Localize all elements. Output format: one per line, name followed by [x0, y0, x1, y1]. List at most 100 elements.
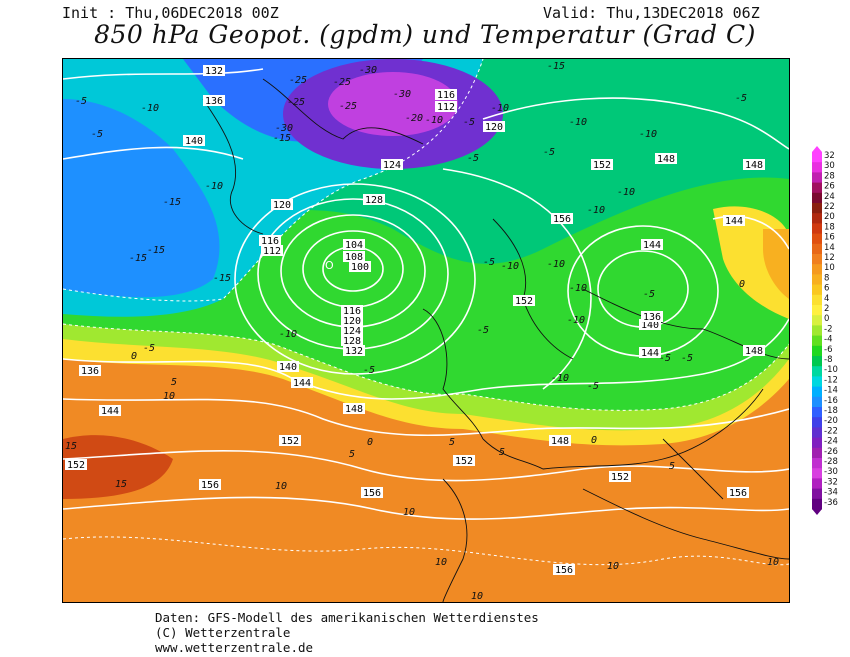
height-label: 116: [435, 89, 457, 101]
svg-text:144: 144: [641, 348, 659, 359]
colorbar-swatch: [812, 305, 822, 316]
colorbar-swatch: [812, 172, 822, 184]
height-label: 124: [381, 159, 403, 171]
temp-label: 5: [349, 449, 355, 460]
colorbar-swatch: [812, 345, 822, 357]
height-label: 144: [723, 215, 745, 227]
colorbar-swatch: [812, 437, 822, 449]
height-label: 124: [341, 325, 363, 337]
svg-text:136: 136: [81, 366, 99, 377]
height-label: 156: [551, 213, 573, 225]
height-label: 108: [343, 251, 365, 263]
svg-text:156: 156: [553, 214, 571, 225]
colorbar-label: 2: [824, 304, 829, 314]
temp-label: -5: [587, 381, 599, 392]
svg-text:140: 140: [185, 136, 203, 147]
svg-text:116: 116: [261, 236, 279, 247]
colorbar-swatch: [812, 264, 822, 275]
colorbar-swatch: [812, 203, 822, 214]
svg-text:152: 152: [67, 460, 85, 471]
svg-text:140: 140: [641, 320, 659, 331]
svg-text:148: 148: [657, 154, 675, 165]
svg-text:132: 132: [205, 66, 223, 77]
height-label: 156: [361, 487, 383, 499]
svg-text:120: 120: [273, 200, 291, 211]
temp-label: -25: [287, 97, 305, 108]
colorbar-label: -18: [824, 406, 838, 416]
svg-text:152: 152: [515, 296, 533, 307]
svg-text:136: 136: [643, 312, 661, 323]
colorbar-label: 30: [824, 161, 835, 171]
colorbar-bottom-arrow: [812, 509, 822, 515]
temp-label: 10: [435, 557, 447, 568]
colorbar-label: -14: [824, 386, 838, 396]
height-label: 152: [65, 459, 87, 471]
colorbar-label: -2: [824, 324, 832, 334]
svg-text:112: 112: [437, 102, 455, 113]
temp-label: -10: [639, 129, 657, 140]
colorbar-label: 8: [824, 273, 829, 283]
svg-text:152: 152: [455, 456, 473, 467]
colorbar-label: -36: [824, 498, 838, 508]
low-center-marker: O: [325, 259, 334, 272]
colorbar-label: -30: [824, 467, 838, 477]
svg-text:156: 156: [201, 480, 219, 491]
temp-label: -10: [425, 115, 443, 126]
temp-label: -30: [393, 89, 411, 100]
svg-text:148: 148: [745, 346, 763, 357]
svg-text:156: 156: [729, 488, 747, 499]
height-label: 140: [183, 135, 205, 147]
svg-text:144: 144: [643, 240, 661, 251]
colorbar-label: 22: [824, 202, 835, 212]
height-label: 128: [341, 335, 363, 347]
colorbar-label: 16: [824, 233, 835, 243]
chart-title: 850 hPa Geopot. (gpdm) und Temperatur (G…: [94, 20, 756, 49]
colorbar-swatch: [812, 335, 822, 347]
colorbar-swatch: [812, 233, 822, 245]
colorbar-swatch: [812, 478, 822, 490]
temp-label: -10: [491, 103, 509, 114]
colorbar-label: 14: [824, 243, 835, 253]
colorbar-swatch: [812, 294, 822, 306]
temp-label: -10: [501, 261, 519, 272]
height-label: 112: [261, 245, 283, 257]
svg-text:148: 148: [345, 404, 363, 415]
colorbar-swatch: [812, 468, 822, 479]
svg-text:128: 128: [343, 336, 361, 347]
colorbar-label: 0: [824, 314, 829, 324]
svg-text:152: 152: [281, 436, 299, 447]
colorbar-label: -24: [824, 437, 838, 447]
colorbar-label: -28: [824, 457, 838, 467]
height-label: 144: [641, 239, 663, 251]
temp-label: -30: [359, 65, 377, 76]
svg-text:144: 144: [293, 378, 311, 389]
colorbar-swatch: [812, 274, 822, 286]
footer-url: www.wetterzentrale.de: [155, 640, 314, 655]
height-label: 120: [483, 121, 505, 133]
temp-label: -10: [551, 373, 569, 384]
temp-label: -5: [643, 289, 655, 300]
colorbar-svg: 32302826242220181614121086420-2-4-6-8-10…: [812, 146, 838, 515]
svg-text:120: 120: [343, 316, 361, 327]
temperature-colorbar: 32 30 28 26 24 22 20 18 16 14 12 10 8 6 4 2 0 -2 -4 -6 -8 -10…: [812, 146, 848, 516]
height-label: 148: [743, 159, 765, 171]
svg-text:152: 152: [593, 160, 611, 171]
temp-label: -15: [273, 133, 291, 144]
height-label: 152: [609, 471, 631, 483]
svg-text:120: 120: [485, 122, 503, 133]
temp-label: -10: [205, 181, 223, 192]
svg-text:152: 152: [611, 472, 629, 483]
svg-text:116: 116: [437, 90, 455, 101]
colorbar-swatch: [812, 386, 822, 398]
temp-label: -25: [333, 77, 351, 88]
colorbar-swatch: [812, 488, 822, 500]
height-label: 156: [727, 487, 749, 499]
svg-text:108: 108: [345, 252, 363, 263]
temp-label: -15: [547, 61, 565, 72]
svg-text:124: 124: [343, 326, 361, 337]
height-label: 120: [341, 315, 363, 327]
map-canvas: 132 136 140 116 112 124 120 128 152 148 …: [63, 59, 789, 602]
temp-label: 0: [367, 437, 373, 448]
temp-label: -5: [735, 93, 747, 104]
colorbar-label: 12: [824, 253, 835, 263]
